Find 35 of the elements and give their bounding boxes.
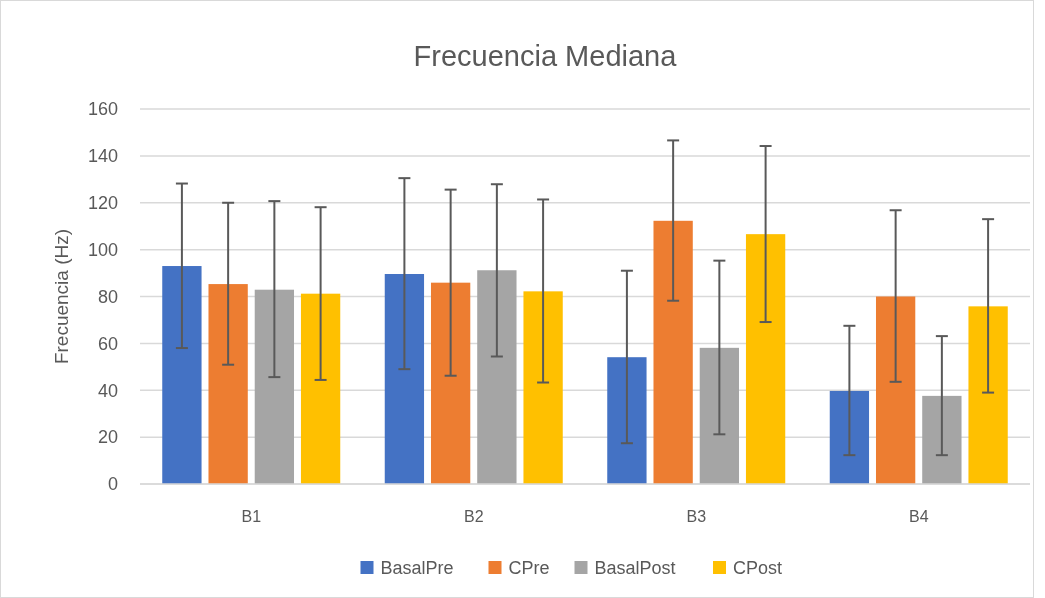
y-tick-label: 20	[97, 427, 118, 448]
legend-label: BasalPost	[594, 558, 676, 579]
bar	[922, 395, 962, 484]
x-tick-label: B2	[463, 508, 484, 525]
x-tick-label: B4	[908, 508, 929, 525]
chart-title: Frecuencia Mediana	[413, 40, 678, 72]
bar	[699, 347, 740, 484]
bar	[523, 291, 563, 484]
y-tick-label: 60	[97, 333, 118, 354]
y-tick-label: 40	[97, 380, 118, 401]
y-tick-label: 0	[107, 474, 118, 495]
bar	[875, 296, 916, 484]
x-tick-label: B3	[686, 508, 707, 525]
bar	[162, 266, 202, 484]
bar	[300, 293, 341, 484]
y-tick-label: 80	[97, 286, 118, 307]
y-tick-label: 120	[87, 193, 118, 214]
legend-label: BasalPre	[380, 558, 454, 579]
bar	[653, 220, 693, 484]
bar	[968, 306, 1008, 484]
y-tick-label: 100	[87, 239, 118, 260]
bar	[254, 289, 295, 484]
bar	[607, 357, 647, 484]
bar	[384, 274, 425, 484]
y-tick-label: 140	[87, 146, 118, 167]
bar	[829, 390, 870, 484]
bar	[745, 234, 786, 484]
x-tick-label: B1	[241, 508, 262, 525]
y-axis-title: Frecuencia (Hz)	[51, 228, 72, 365]
bar	[208, 284, 248, 484]
legend-label: CPre	[508, 558, 550, 579]
y-tick-label: 160	[87, 99, 118, 120]
bar	[477, 270, 517, 484]
legend-label: CPost	[733, 558, 783, 579]
bar	[430, 282, 471, 484]
